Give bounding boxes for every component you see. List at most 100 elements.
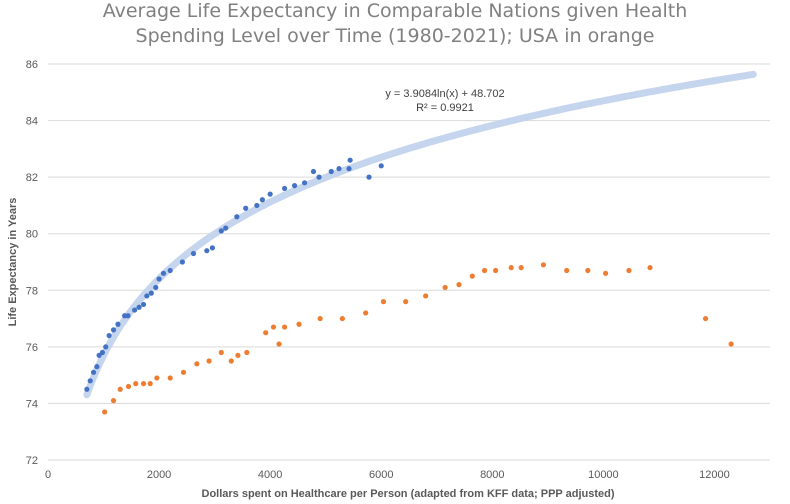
series-0-point (125, 313, 131, 319)
x-axis-ticks: 0 2000 4000 6000 8000 10000 12000 (45, 469, 730, 481)
trendline-r-squared: R² = 0.9921 (416, 102, 474, 114)
series-1-point (363, 310, 369, 316)
series-1-point (102, 409, 108, 415)
y-tick-label: 84 (26, 116, 38, 128)
trendline-equation: y = 3.9084ln(x) + 48.702 (385, 88, 504, 100)
series-1-point (339, 315, 345, 322)
series-0-point (90, 369, 97, 375)
series-1-point (276, 341, 282, 347)
series-0-point (223, 225, 229, 231)
series-1-point (281, 324, 288, 330)
x-tick-label: 0 (45, 469, 51, 481)
y-tick-label: 72 (26, 455, 38, 467)
y-tick-label: 78 (26, 285, 38, 297)
series-1-point (423, 293, 429, 299)
series-1-point (180, 369, 187, 375)
series-0-point (115, 321, 121, 327)
y-tick-label: 74 (26, 398, 38, 410)
series-1-point (167, 375, 173, 381)
series-0-point (336, 166, 342, 172)
series-1-point (154, 375, 160, 381)
series-1-point (469, 273, 475, 279)
x-tick-label: 6000 (369, 469, 393, 481)
series-1-point (206, 358, 212, 364)
series-0-point (160, 270, 167, 276)
series-1-point (508, 265, 514, 271)
series-0-point (301, 180, 308, 186)
series-1-point (585, 267, 591, 274)
series-1-point (564, 267, 570, 274)
series-0-point (347, 157, 353, 163)
series-1-point (147, 381, 153, 387)
series-1-point (270, 324, 277, 330)
series-0-point (378, 163, 384, 169)
series-0-point (259, 197, 265, 203)
series-1-point (228, 358, 234, 364)
series-1-point (317, 315, 323, 322)
series-1-point (296, 321, 302, 327)
series-1-point (117, 386, 123, 392)
series-0-point (234, 214, 240, 220)
series-0-point (106, 332, 112, 339)
series-1-point (626, 267, 632, 274)
series-0-point (144, 293, 150, 299)
series-1-point (110, 398, 117, 404)
x-axis-label: Dollars spent on Healthcare per Person (… (202, 488, 615, 500)
series-0-point (153, 284, 159, 291)
series-1-point (263, 330, 269, 336)
y-axis-ticks: 72 74 76 78 80 82 84 86 (26, 59, 38, 467)
series-1-point (442, 284, 448, 291)
series-1-point (481, 267, 488, 274)
series-1-point (235, 352, 241, 358)
series-0-point (328, 168, 334, 175)
series-0-point (346, 166, 352, 172)
series-1-point (456, 282, 462, 288)
series-0-point (136, 304, 142, 310)
data-points (84, 157, 734, 415)
x-tick-label: 4000 (258, 469, 282, 481)
series-0-point (281, 185, 288, 192)
trendline (83, 70, 757, 399)
series-0-point (110, 327, 117, 333)
series-0-point (99, 349, 106, 356)
series-0-point (84, 386, 90, 392)
series-0-point (87, 378, 93, 384)
x-tick-label: 2000 (147, 469, 171, 481)
y-tick-label: 76 (26, 342, 38, 354)
series-0-point (140, 301, 147, 308)
series-0-point (267, 191, 273, 197)
chart-title-line1: Average Life Expectancy in Comparable Na… (103, 0, 688, 22)
series-0-point (132, 307, 138, 313)
x-tick-label: 10000 (588, 469, 619, 481)
series-1-point (380, 299, 387, 305)
series-1-point (603, 270, 609, 276)
series-1-point (244, 349, 250, 356)
x-tick-label: 12000 (699, 469, 730, 481)
series-1-point (647, 265, 653, 271)
series-0-point (156, 276, 162, 282)
series-0-point (254, 202, 260, 209)
series-0-point (243, 205, 249, 211)
x-tick-label: 8000 (480, 469, 504, 481)
series-1-point (133, 381, 139, 387)
y-tick-label: 80 (26, 229, 38, 241)
series-0-point (209, 245, 215, 251)
series-0-point (291, 183, 298, 189)
series-1-point (194, 361, 200, 367)
series-1-point (540, 262, 547, 268)
series-0-point (310, 168, 317, 175)
y-tick-label: 86 (26, 59, 38, 71)
chart-title-line2: Spending Level over Time (1980-2021); US… (136, 25, 655, 47)
series-1-point (493, 267, 499, 274)
series-1-point (518, 265, 524, 271)
series-1-point (403, 299, 409, 305)
series-0-point (190, 250, 197, 257)
y-tick-label: 82 (26, 172, 38, 184)
series-0-point (94, 364, 100, 370)
series-1-point (728, 341, 734, 347)
series-1-point (125, 383, 132, 390)
series-0-point (204, 248, 210, 254)
series-1-point (702, 315, 709, 322)
series-0-point (366, 174, 372, 180)
